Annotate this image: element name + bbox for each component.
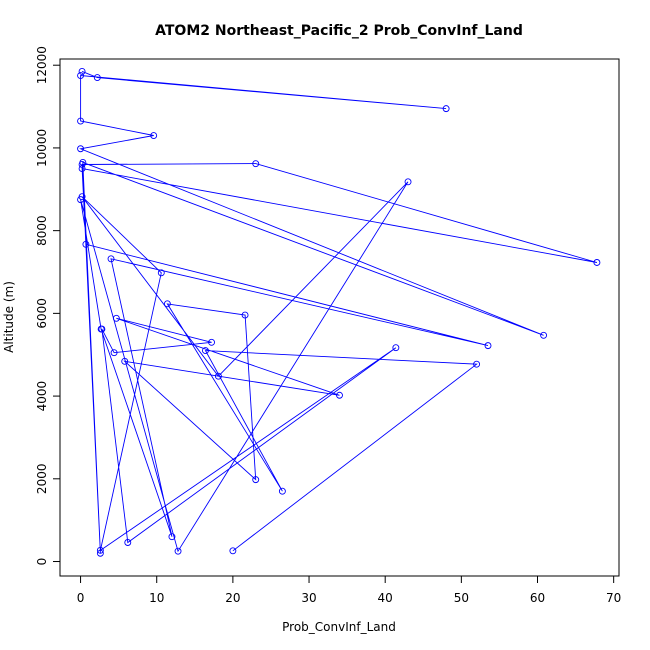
data-point (202, 347, 209, 355)
data-point (96, 549, 104, 557)
y-tick-label: 4000 (35, 381, 49, 412)
data-point (229, 547, 237, 555)
data-point (404, 178, 412, 186)
data-point (208, 338, 216, 346)
y-tick-label: 8000 (35, 215, 49, 246)
data-point (77, 145, 85, 153)
data-point (392, 344, 400, 352)
data-point (540, 331, 548, 339)
x-tick-label: 20 (225, 591, 240, 605)
y-axis-label: Altitude (m) (2, 281, 16, 353)
x-axis-label: Prob_ConvInf_Land (282, 620, 396, 634)
data-point (93, 74, 101, 82)
x-tick-label: 50 (454, 591, 469, 605)
data-point (78, 193, 86, 201)
x-tick-label: 60 (530, 591, 545, 605)
y-tick-label: 10000 (35, 129, 49, 167)
data-point (96, 546, 104, 554)
x-tick-label: 10 (149, 591, 164, 605)
data-point (593, 259, 601, 266)
data-point (252, 160, 260, 168)
data-point (82, 240, 90, 248)
x-tick-label: 40 (378, 591, 393, 605)
x-tick-label: 0 (77, 591, 85, 605)
data-point (77, 117, 85, 125)
series-line (78, 70, 598, 554)
data-point (252, 476, 260, 484)
x-tick-label: 70 (606, 591, 621, 605)
data-point (78, 161, 86, 168)
data-point (112, 314, 120, 322)
data-point (121, 357, 129, 365)
data-point (174, 547, 182, 555)
data-point (163, 300, 171, 308)
data-point (442, 105, 450, 113)
data-point (336, 391, 343, 399)
y-tick-label: 0 (35, 558, 49, 566)
data-point (77, 72, 85, 79)
y-tick-label: 12000 (35, 46, 49, 84)
series-lines (78, 70, 598, 554)
data-point (168, 533, 176, 541)
data-point (78, 165, 86, 173)
data-point (157, 269, 165, 277)
data-point (150, 132, 158, 139)
data-point (78, 67, 86, 75)
data-point (241, 311, 249, 319)
data-point (214, 372, 222, 380)
y-tick-label: 6000 (35, 298, 49, 329)
data-point (473, 360, 481, 368)
data-point (278, 487, 286, 495)
chart-title: ATOM2 Northeast_Pacific_2 Prob_ConvInf_L… (155, 23, 523, 39)
data-point (107, 255, 115, 263)
x-tick-label: 30 (301, 591, 316, 605)
data-point (98, 325, 106, 333)
series-points (77, 67, 601, 557)
data-point (484, 342, 492, 350)
data-point (124, 539, 132, 546)
y-tick-label: 2000 (35, 464, 49, 495)
data-point (110, 349, 118, 357)
y-axis: 0 2000 4000 6000 8000 10000 12000 (35, 46, 61, 566)
x-axis: 0 10 20 30 40 50 60 70 (77, 575, 621, 605)
